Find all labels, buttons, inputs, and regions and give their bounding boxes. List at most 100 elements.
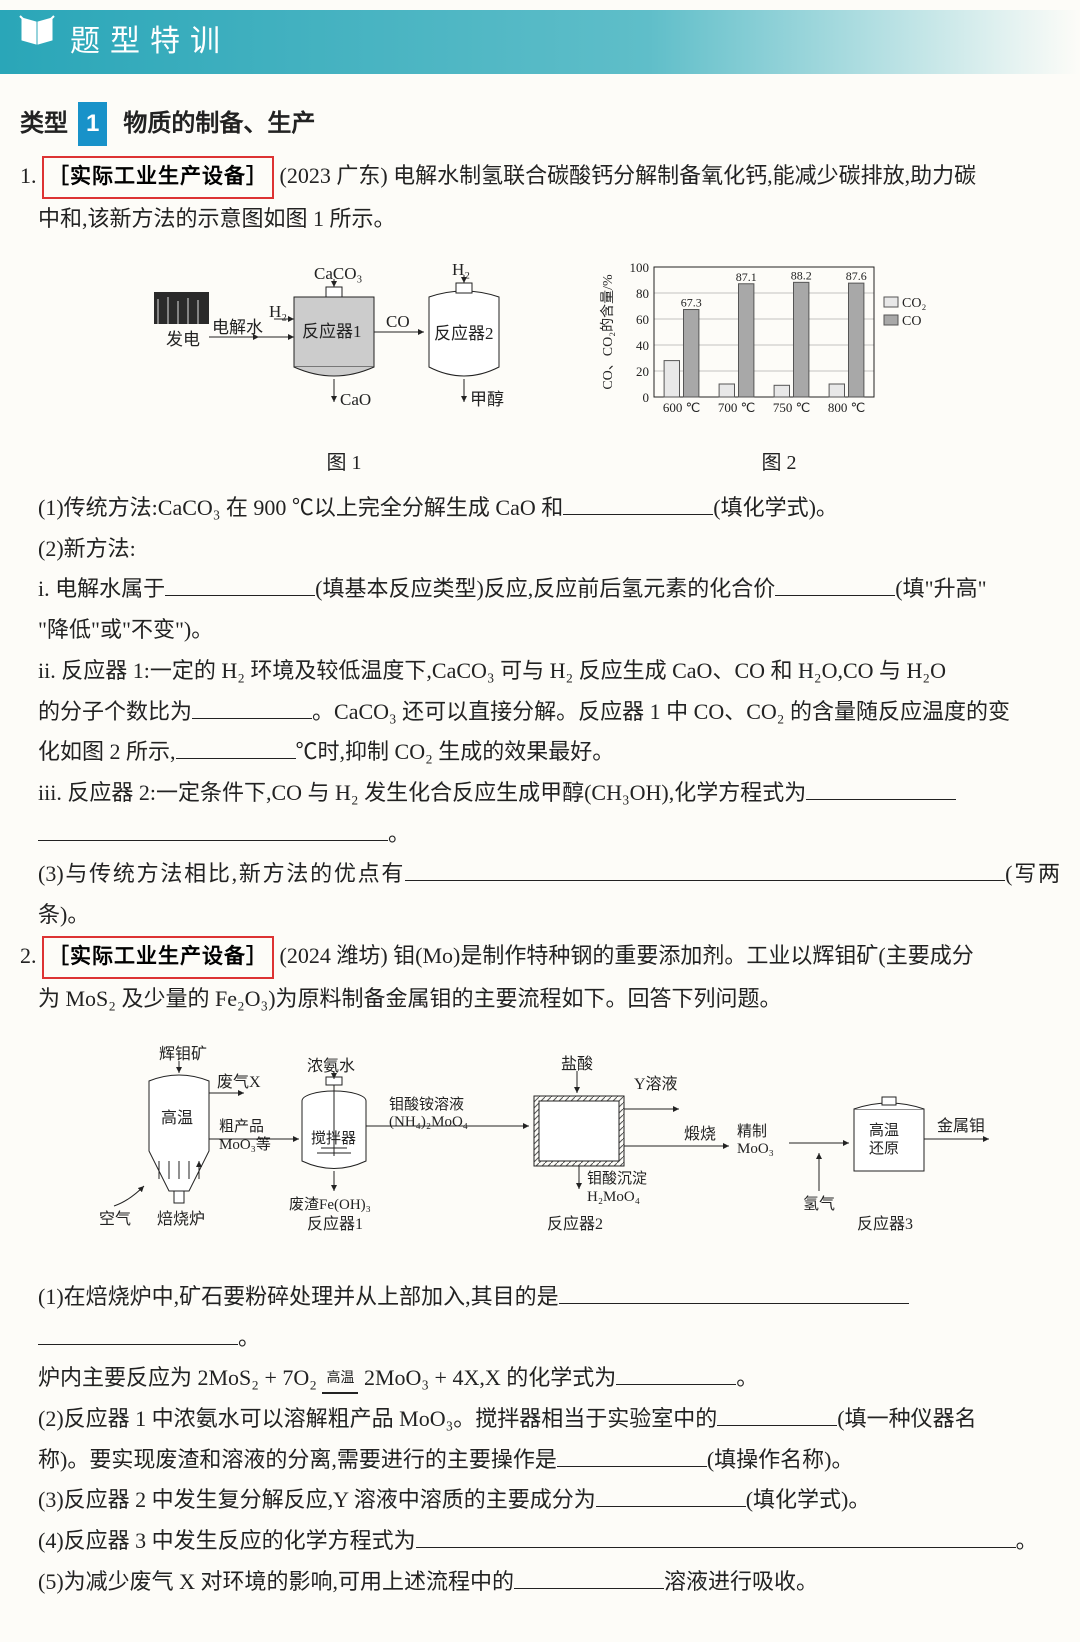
svg-text:反应器1: 反应器1 bbox=[302, 322, 362, 341]
svg-text:反应器1: 反应器1 bbox=[307, 1214, 363, 1233]
blank[interactable] bbox=[165, 572, 315, 596]
svg-text:金属钼: 金属钼 bbox=[937, 1117, 985, 1135]
blank[interactable] bbox=[775, 572, 895, 596]
t: (填操作名称)。 bbox=[707, 1447, 854, 1472]
blank[interactable] bbox=[596, 1483, 746, 1507]
q2-tag: ［实际工业生产设备］ bbox=[42, 936, 274, 979]
svg-text:反应器2: 反应器2 bbox=[547, 1214, 603, 1233]
svg-text:67.3: 67.3 bbox=[681, 296, 702, 310]
svg-text:CO: CO bbox=[386, 312, 410, 331]
blank[interactable] bbox=[514, 1565, 664, 1589]
fig1-svg: 发电 电解水 反应器1 CaCO₃ H₂ CaO CO 反应器2 H₂ 甲醇 bbox=[134, 257, 554, 427]
svg-text:Y溶液: Y溶液 bbox=[634, 1075, 678, 1093]
blank[interactable] bbox=[38, 1320, 238, 1344]
q2-5: (5)为减少废气 X 对环境的影响,可用上述流程中的 溶液进行吸收。 bbox=[38, 1562, 1060, 1603]
t: (填一种仪器名 bbox=[837, 1406, 976, 1431]
svg-text:800 ℃: 800 ℃ bbox=[828, 400, 865, 415]
fig2-caption: 图 2 bbox=[594, 445, 964, 482]
q1-intro: 1. ［实际工业生产设备］ (2023 广东) 电解水制氢联合碳酸钙分解制备氧化… bbox=[38, 156, 1060, 199]
svg-text:H₂: H₂ bbox=[452, 260, 470, 279]
t: (1)在焙烧炉中,矿石要粉碎处理并从上部加入,其目的是 bbox=[38, 1284, 559, 1309]
svg-text:100: 100 bbox=[630, 260, 650, 275]
svg-text:粗产品: 粗产品 bbox=[219, 1118, 264, 1135]
svg-text:87.1: 87.1 bbox=[736, 270, 757, 284]
t: 。 bbox=[736, 1365, 758, 1390]
type-number: 1 bbox=[78, 102, 107, 146]
svg-text:H₂: H₂ bbox=[269, 302, 287, 321]
q1-intro-1: 电解水制氢联合碳酸钙分解制备氧化钙,能减少碳排放,助力碳 bbox=[393, 163, 976, 188]
q2-diagram: 高温 辉钼矿 废气X 空气 焙烧炉 粗产品MoO₃等 搅拌器 浓氨水 废渣Fe(… bbox=[38, 1031, 1060, 1265]
t: i. 电解水属于 bbox=[38, 576, 165, 601]
q1-2i: i. 电解水属于(填基本反应类型)反应,反应前后氢元素的化合价(填"升高" bbox=[38, 569, 1060, 610]
blank[interactable] bbox=[416, 1524, 1016, 1548]
t: 的分子个数比为 bbox=[38, 699, 192, 724]
svg-text:750 ℃: 750 ℃ bbox=[773, 400, 810, 415]
svg-text:(NH₄)₂MoO₄: (NH₄)₂MoO₄ bbox=[389, 1114, 468, 1130]
t: 溶液进行吸收。 bbox=[664, 1569, 818, 1594]
svg-text:H₂MoO₄: H₂MoO₄ bbox=[587, 1189, 640, 1205]
svg-text:废渣Fe(OH)₃: 废渣Fe(OH)₃ bbox=[289, 1196, 371, 1213]
type-prefix: 类型 bbox=[20, 111, 68, 137]
t: 。 bbox=[1016, 1528, 1038, 1553]
q1-2ii-a: ii. 反应器 1:一定的 H₂ 环境及较低温度下,CaCO₃ 可与 H₂ 反应… bbox=[38, 651, 1060, 692]
t: (3)与传统方法相比,新方法的优点有 bbox=[38, 861, 405, 886]
blank[interactable] bbox=[38, 816, 388, 840]
blank[interactable] bbox=[616, 1361, 736, 1385]
blank[interactable] bbox=[192, 694, 312, 718]
q1-number: 1. bbox=[20, 163, 37, 188]
type-heading: 类型 1 物质的制备、生产 bbox=[20, 102, 1060, 146]
q1-3: (3)与传统方法相比,新方法的优点有(写两条)。 bbox=[38, 854, 1060, 935]
blank[interactable] bbox=[559, 1280, 909, 1304]
fig1-wrap: 发电 电解水 反应器1 CaCO₃ H₂ CaO CO 反应器2 H₂ 甲醇 bbox=[134, 257, 554, 482]
q1-intro-2: 中和,该新方法的示意图如图 1 所示。 bbox=[38, 199, 1060, 240]
svg-text:高温: 高温 bbox=[869, 1122, 899, 1139]
svg-text:空气: 空气 bbox=[99, 1210, 131, 1228]
q2-2b: 称)。要实现废渣和溶液的分离,需要进行的主要操作是 (填操作名称)。 bbox=[38, 1440, 1060, 1481]
blank[interactable] bbox=[806, 776, 956, 800]
q2-1b: 。 bbox=[38, 1318, 1060, 1359]
blank[interactable] bbox=[717, 1402, 837, 1426]
svg-text:CaO: CaO bbox=[340, 390, 371, 409]
t: iii. 反应器 2:一定条件下,CO 与 H₂ 发生化合反应生成甲醇(CH₃O… bbox=[38, 780, 806, 805]
svg-text:CO: CO bbox=[902, 314, 921, 329]
t: (2)反应器 1 中浓氨水可以溶解粗产品 MoO₃。搅拌器相当于实验室中的 bbox=[38, 1406, 717, 1431]
eq-condition: 高温 bbox=[322, 1366, 358, 1393]
q2-svg: 高温 辉钼矿 废气X 空气 焙烧炉 粗产品MoO₃等 搅拌器 浓氨水 废渣Fe(… bbox=[89, 1031, 1009, 1251]
q2-3: (3)反应器 2 中发生复分解反应,Y 溶液中溶质的主要成分为 (填化学式)。 bbox=[38, 1480, 1060, 1521]
blank[interactable] bbox=[405, 857, 1005, 881]
blank[interactable] bbox=[563, 491, 713, 515]
svg-text:精制: 精制 bbox=[737, 1123, 767, 1140]
svg-text:CO、CO₂的含量/%: CO、CO₂的含量/% bbox=[600, 274, 616, 390]
svg-text:700 ℃: 700 ℃ bbox=[718, 400, 755, 415]
svg-text:60: 60 bbox=[636, 312, 649, 327]
t: (5)为减少废气 X 对环境的影响,可用上述流程中的 bbox=[38, 1569, 514, 1594]
t: (填化学式)。 bbox=[746, 1487, 871, 1512]
t: 称)。要实现废渣和溶液的分离,需要进行的主要操作是 bbox=[38, 1447, 557, 1472]
t: (3)反应器 2 中发生复分解反应,Y 溶液中溶质的主要成分为 bbox=[38, 1487, 596, 1512]
q2-2a: (2)反应器 1 中浓氨水可以溶解粗产品 MoO₃。搅拌器相当于实验室中的 (填一… bbox=[38, 1399, 1060, 1440]
q1-2ii-c: 化如图 2 所示,℃时,抑制 CO₂ 生成的效果最好。 bbox=[38, 732, 1060, 773]
svg-text:搅拌器: 搅拌器 bbox=[311, 1130, 356, 1147]
t: (4)反应器 3 中发生反应的化学方程式为 bbox=[38, 1528, 416, 1553]
q1-2i-cont: "降低"或"不变")。 bbox=[38, 610, 1060, 651]
t: 。 bbox=[238, 1325, 260, 1350]
fig1-caption: 图 1 bbox=[134, 445, 554, 482]
svg-text:MoO₃: MoO₃ bbox=[737, 1141, 774, 1157]
svg-text:88.2: 88.2 bbox=[791, 269, 812, 283]
fig2-wrap: 02040608010067.3600 ℃87.1700 ℃88.2750 ℃8… bbox=[594, 257, 964, 482]
q1-source: (2023 广东) bbox=[280, 163, 388, 188]
q1-2-head: (2)新方法: bbox=[38, 529, 1060, 570]
blank[interactable] bbox=[557, 1442, 707, 1466]
svg-text:浓氨水: 浓氨水 bbox=[307, 1057, 355, 1075]
q2-source: (2024 潍坊) bbox=[280, 943, 388, 968]
svg-text:电解水: 电解水 bbox=[212, 318, 263, 337]
svg-text:MoO₃等: MoO₃等 bbox=[219, 1135, 271, 1153]
section-header: 题型特训 bbox=[0, 10, 1080, 74]
q2-intro-1: 钼(Mo)是制作特种钢的重要添加剂。工业以辉钼矿(主要成分 bbox=[393, 943, 974, 968]
t: 2MoO₃ + 4X,X 的化学式为 bbox=[358, 1365, 616, 1390]
svg-text:40: 40 bbox=[636, 338, 649, 353]
svg-text:高温: 高温 bbox=[161, 1109, 193, 1127]
blank[interactable] bbox=[176, 735, 296, 759]
q2-intro-2: 为 MoS₂ 及少量的 Fe₂O₃)为原料制备金属钼的主要流程如下。回答下列问题… bbox=[38, 979, 1060, 1020]
q2-intro: 2. ［实际工业生产设备］ (2024 潍坊) 钼(Mo)是制作特种钢的重要添加… bbox=[38, 936, 1060, 979]
